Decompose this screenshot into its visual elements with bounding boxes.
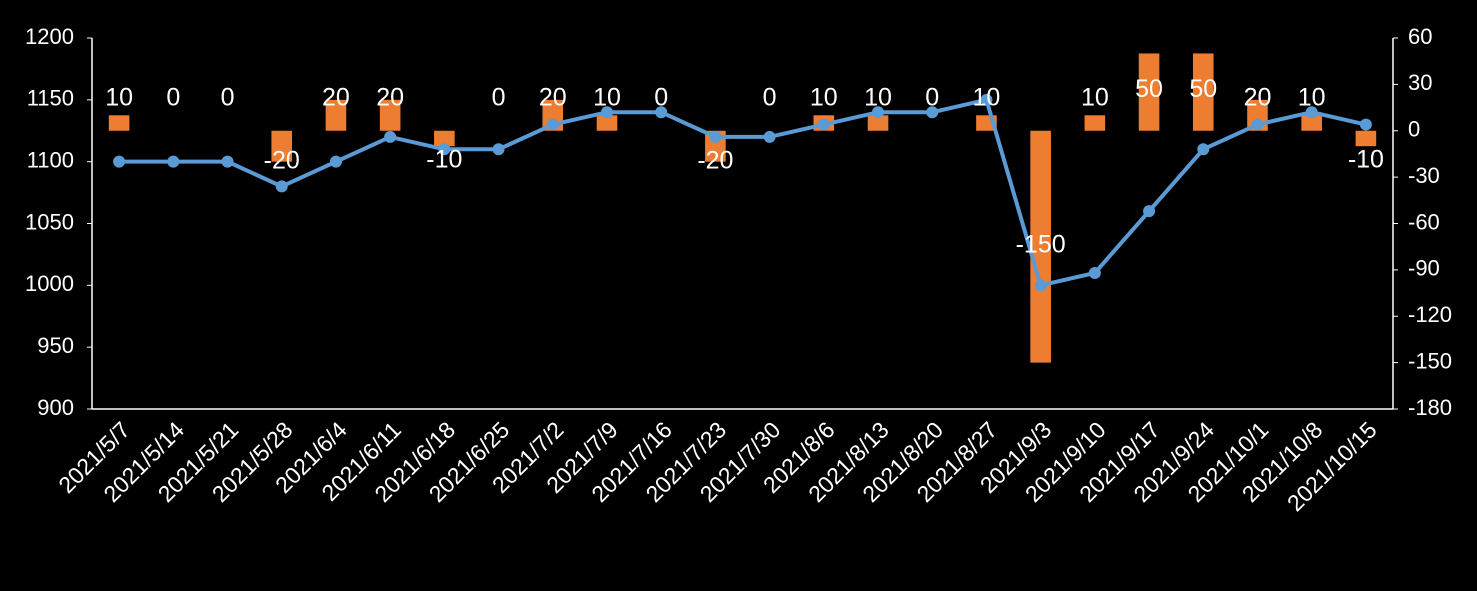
line-point: [709, 130, 722, 143]
line-point: [167, 155, 180, 168]
data-label: 10: [973, 83, 1001, 111]
line-point: [655, 106, 668, 119]
line: [119, 97, 1367, 288]
bar: [379, 99, 401, 131]
y2-tick-label: -30: [1408, 163, 1440, 188]
y-tick-label: 1200: [25, 24, 74, 49]
y2-tick-label: -90: [1408, 256, 1440, 281]
line-point: [872, 106, 885, 119]
data-label: -20: [697, 146, 733, 174]
line-point: [492, 143, 505, 156]
line-point: [1251, 118, 1264, 131]
data-label: 0: [221, 83, 235, 111]
bar: [596, 115, 618, 131]
bar: [1192, 53, 1214, 131]
line-point: [221, 155, 234, 168]
y-tick-label: 1100: [27, 147, 74, 172]
y2-tick-label: 60: [1408, 24, 1432, 49]
y2-tick-label: 0: [1408, 117, 1420, 142]
data-label: 10: [1298, 83, 1326, 111]
bar: [1030, 130, 1051, 363]
bar: [1355, 130, 1377, 147]
line-point: [817, 118, 830, 131]
data-label: -20: [264, 146, 300, 174]
data-label: 50: [1135, 75, 1163, 103]
data-label: -150: [1016, 230, 1066, 258]
bar: [271, 130, 293, 162]
y-tick-label: 1000: [25, 271, 74, 296]
bar: [108, 115, 130, 131]
line-point: [329, 155, 342, 168]
line-point: [600, 106, 613, 119]
bar: [434, 130, 455, 147]
data-label: 20: [539, 83, 567, 111]
y2-tick-label: -180: [1408, 395, 1452, 420]
line-point: [1197, 143, 1210, 156]
line-point: [763, 130, 776, 143]
data-label: 20: [322, 83, 350, 111]
y2-tick-label: 30: [1408, 70, 1432, 95]
data-label: 0: [492, 83, 506, 111]
line-point: [546, 118, 559, 131]
data-label: 10: [810, 83, 838, 111]
line-point: [113, 155, 126, 168]
data-label: 10: [864, 83, 892, 111]
line-point: [1359, 118, 1372, 131]
line-point: [1088, 266, 1101, 279]
line-point: [438, 143, 451, 156]
data-label: 20: [1244, 83, 1272, 111]
line-point: [1034, 279, 1047, 292]
y2-tick-label: -120: [1408, 302, 1452, 327]
data-label: 0: [654, 83, 668, 111]
y-tick-label: 1050: [25, 209, 74, 234]
y-tick-label: 900: [37, 395, 74, 420]
line-point: [926, 106, 939, 119]
data-label: -10: [426, 145, 462, 173]
y2-tick-label: -60: [1408, 209, 1440, 234]
y-tick-label: 1150: [27, 86, 74, 111]
data-label: 10: [1081, 83, 1109, 111]
data-label: 0: [925, 83, 939, 111]
data-label: 20: [376, 83, 404, 111]
data-label: 0: [166, 83, 180, 111]
line-point: [275, 180, 288, 193]
data-label: 0: [763, 83, 777, 111]
y2-tick-label: -150: [1408, 348, 1452, 373]
line-point: [980, 93, 993, 106]
y-tick-label: 950: [37, 333, 74, 358]
bar: [325, 99, 347, 131]
data-label: 10: [593, 83, 621, 111]
bar: [867, 115, 889, 131]
line-point: [1143, 205, 1156, 218]
line-point: [1305, 106, 1318, 119]
bar: [1301, 115, 1322, 131]
data-label: 50: [1189, 75, 1217, 103]
line-point: [384, 130, 397, 143]
data-label: -10: [1348, 145, 1384, 173]
bar: [1084, 115, 1106, 131]
data-label: 10: [105, 83, 133, 111]
bar: [1138, 53, 1160, 131]
